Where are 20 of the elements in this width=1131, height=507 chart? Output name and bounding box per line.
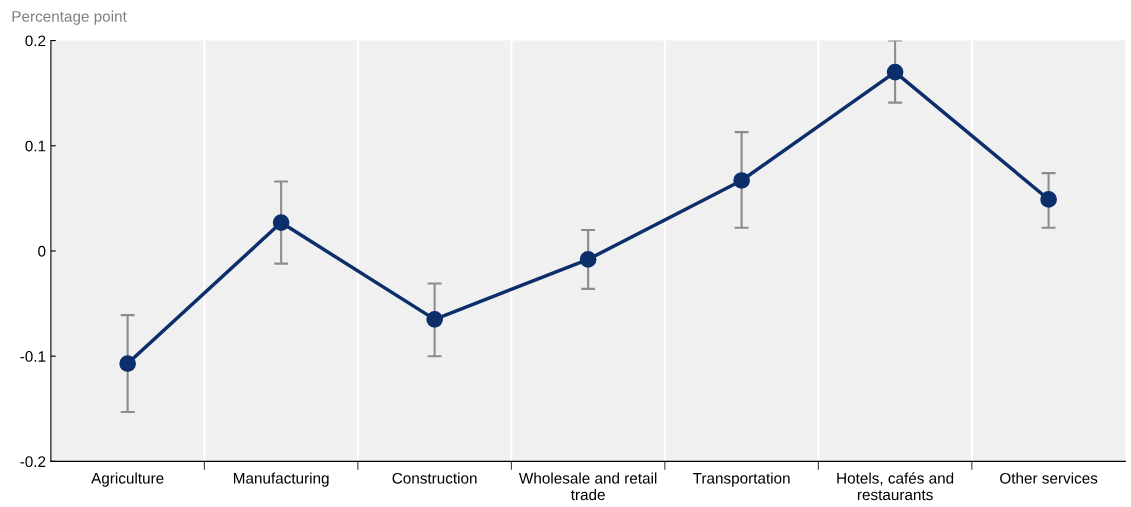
point	[119, 355, 136, 372]
point	[733, 172, 750, 189]
point	[426, 311, 443, 328]
x-tick-label: Hotels, cafés and restaurants	[837, 472, 954, 501]
x-tick-label: Manufacturing	[233, 472, 329, 487]
y-tick-label: -0.1	[20, 351, 46, 362]
x-tick-label: Agriculture	[91, 472, 164, 487]
y-tick-label: 0.1	[25, 140, 46, 152]
y-tick-label: 0.2	[25, 35, 46, 47]
point	[886, 63, 904, 81]
x-tick-label: Transportation	[692, 472, 790, 487]
x-tick-label: Other services	[1000, 472, 1098, 484]
point	[1040, 191, 1057, 208]
x-tick-label: Wholesale and retail trade	[518, 472, 657, 501]
point	[579, 251, 597, 268]
y-tick-label: 0	[38, 245, 46, 257]
y-tick-label: -0.2	[20, 456, 46, 468]
point	[272, 214, 290, 231]
x-tick-label: Construction	[392, 472, 477, 484]
y-axis-title: Percentage point	[12, 10, 127, 25]
